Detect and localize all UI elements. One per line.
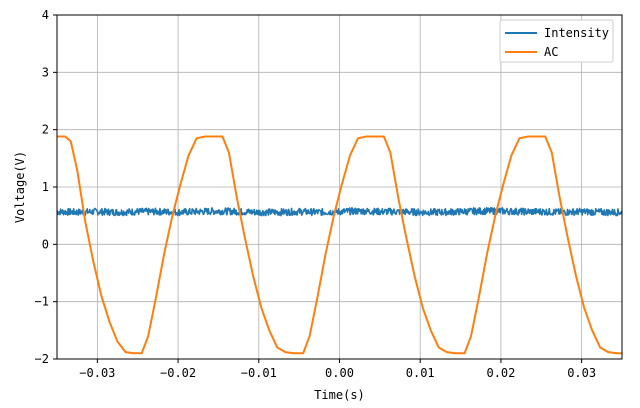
series-line-ac (57, 135, 622, 355)
y-axis-label: Voltage(V) (13, 151, 27, 223)
x-tick-label: 0.00 (325, 366, 354, 380)
legend-label-intensity: Intensity (544, 26, 609, 40)
x-tick-label: 0.02 (486, 366, 515, 380)
legend-label-ac: AC (544, 45, 558, 59)
y-tick-label: 4 (42, 8, 49, 22)
legend: Intensity AC (499, 19, 614, 63)
x-tick-label: 0.03 (567, 366, 596, 380)
axis-ticks: −0.03 −0.02 −0.01 0.00 0.01 0.02 0.03 −2 −1 0 1 2 3 4 (35, 8, 597, 380)
x-tick-label: 0.01 (406, 366, 435, 380)
series-line-intensity (56, 206, 623, 217)
x-tick-label: −0.01 (241, 366, 277, 380)
x-axis-label: Time(s) (314, 388, 365, 402)
series-layer (56, 135, 623, 355)
y-tick-label: −1 (35, 295, 49, 309)
y-tick-label: −2 (35, 352, 49, 366)
y-tick-label: 0 (42, 237, 49, 251)
x-tick-label: −0.03 (79, 366, 115, 380)
x-tick-label: −0.02 (160, 366, 196, 380)
y-tick-label: 2 (42, 123, 49, 137)
grid-lines (57, 14, 622, 360)
y-tick-label: 3 (42, 65, 49, 79)
y-tick-label: 1 (42, 180, 49, 194)
